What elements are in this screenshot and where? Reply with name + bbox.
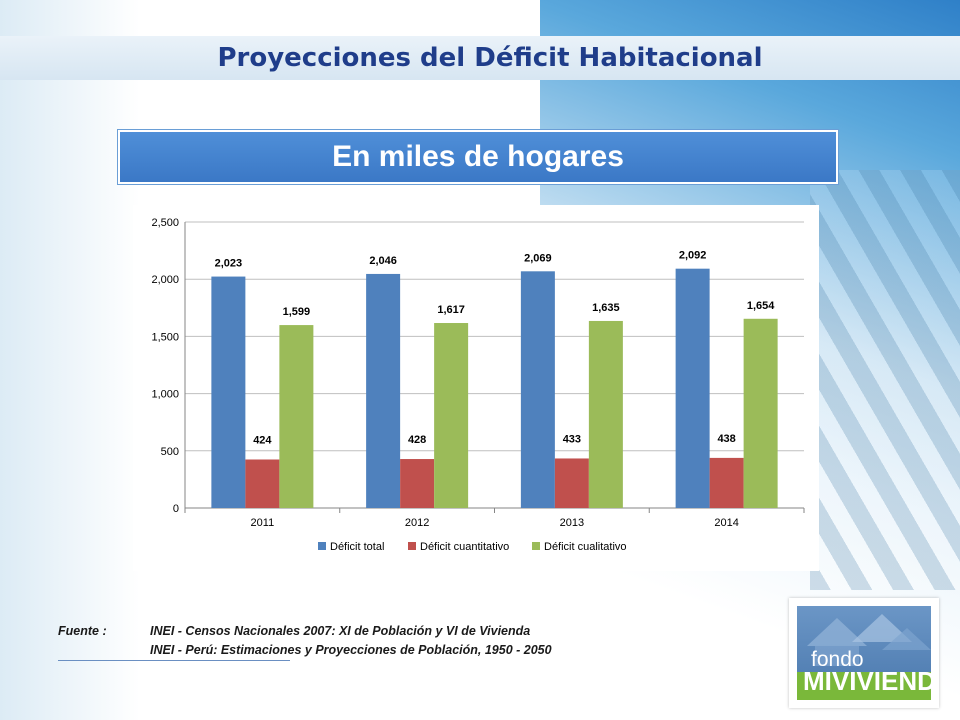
data-label: 438 xyxy=(717,433,735,445)
y-tick-label: 2,500 xyxy=(151,217,179,229)
x-tick-label: 2013 xyxy=(560,517,584,529)
source-line-1: INEI - Censos Nacionales 2007: XI de Pob… xyxy=(150,624,531,638)
slide-title: Proyecciones del Déficit Habitacional xyxy=(217,43,763,73)
bar-déficit-cuantitativo xyxy=(554,458,589,508)
subtitle-banner: En miles de hogares xyxy=(118,130,838,184)
chart-panel: 0 500 1,000 1,500 2,000 2,500 2,023 424 1,599 201… xyxy=(133,205,819,571)
data-label: 2,046 xyxy=(369,255,397,267)
fondo-mivivienda-logo: fondo MIVIVIENDA xyxy=(789,598,939,708)
data-label: 424 xyxy=(253,434,272,446)
data-label: 2,069 xyxy=(524,252,552,264)
source-label: Fuente : xyxy=(58,624,107,638)
bar-déficit-cualitativo xyxy=(588,320,623,508)
data-label: 2,092 xyxy=(679,250,707,262)
data-label: 1,617 xyxy=(437,304,465,316)
source-underline xyxy=(58,660,290,661)
legend-label: Déficit total xyxy=(330,541,384,553)
y-tick-label: 1,000 xyxy=(151,389,179,401)
bar-déficit-cualitativo xyxy=(743,318,778,508)
y-tick-label: 500 xyxy=(161,446,179,458)
data-label: 1,654 xyxy=(747,300,775,312)
data-label: 428 xyxy=(408,434,426,446)
background-decoration-left xyxy=(0,0,140,720)
x-tick-label: 2011 xyxy=(251,517,275,529)
bar-déficit-total xyxy=(675,268,710,508)
bar-chart: 0 500 1,000 1,500 2,000 2,500 2,023 424 1,599 201… xyxy=(151,217,805,553)
bar-déficit-total xyxy=(520,271,555,508)
logo-green-bar xyxy=(797,672,931,700)
data-label: 2,023 xyxy=(215,258,243,270)
bar-déficit-cuantitativo xyxy=(400,459,435,508)
x-tick-label: 2014 xyxy=(714,517,738,529)
house-shapes-icon xyxy=(807,614,931,666)
logo-text-mivivienda: MIVIVIENDA xyxy=(803,666,931,696)
bar-déficit-cuantitativo xyxy=(709,457,744,508)
y-tick-label: 0 xyxy=(173,503,179,515)
bar-déficit-cualitativo xyxy=(434,323,469,508)
source-line-2: INEI - Perú: Estimaciones y Proyecciones… xyxy=(150,643,552,657)
y-tick-label: 1,500 xyxy=(151,331,179,343)
y-tick-label: 2,000 xyxy=(151,274,179,286)
bar-déficit-cualitativo xyxy=(279,325,314,508)
bar-déficit-cuantitativo xyxy=(245,459,280,508)
legend-swatch xyxy=(532,542,540,550)
legend-swatch xyxy=(318,542,326,550)
legend-swatch xyxy=(408,542,416,550)
bar-déficit-total xyxy=(366,273,401,508)
data-label: 433 xyxy=(563,433,581,445)
legend-label: Déficit cuantitativo xyxy=(420,541,509,553)
legend-label: Déficit cualitativo xyxy=(544,541,627,553)
x-tick-label: 2012 xyxy=(405,517,429,529)
logo-graphic: fondo MIVIVIENDA xyxy=(797,606,931,700)
bar-déficit-total xyxy=(211,276,246,508)
data-label: 1,599 xyxy=(283,306,311,318)
logo-text-fondo: fondo xyxy=(811,648,864,671)
data-label: 1,635 xyxy=(592,302,620,314)
title-band xyxy=(0,36,960,80)
